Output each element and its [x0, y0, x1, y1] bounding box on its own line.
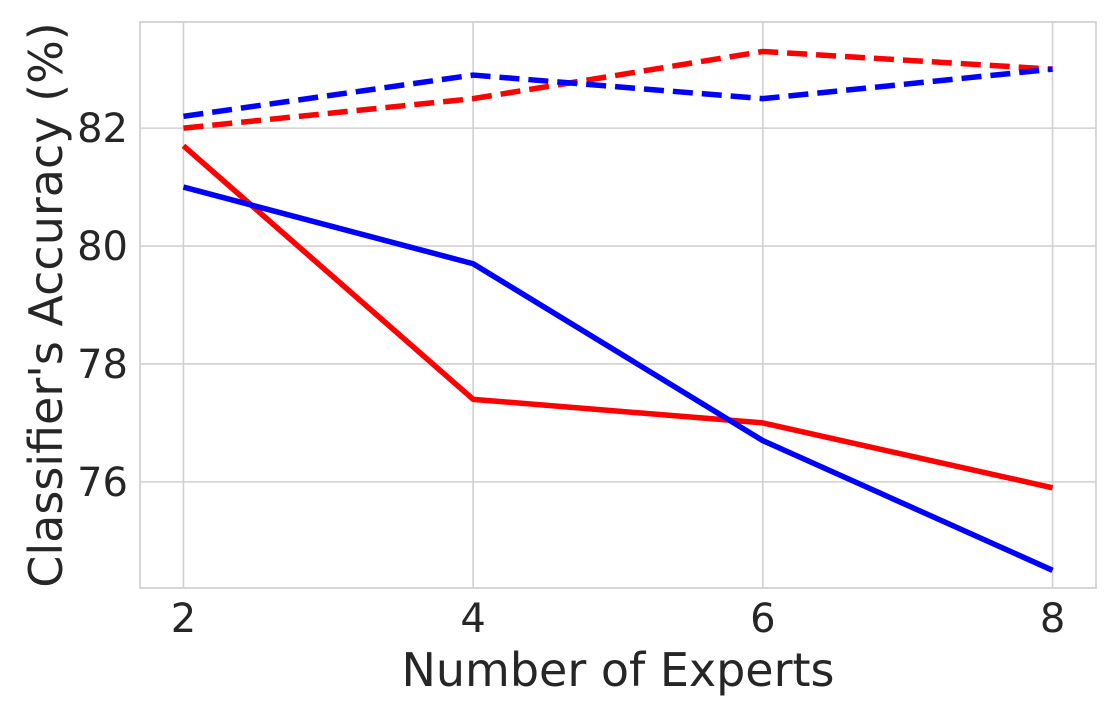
x-tick-label: 4 [460, 596, 485, 642]
x-tick-label: 8 [1040, 596, 1065, 642]
y-tick-label: 78 [77, 342, 128, 388]
x-axis-title: Number of Experts [401, 643, 834, 697]
tick-labels: 2 4 6 8 76 78 80 82 [77, 106, 1065, 642]
x-tick-label: 6 [750, 596, 775, 642]
y-tick-label: 82 [77, 106, 128, 152]
y-tick-label: 80 [77, 224, 128, 270]
y-axis-title: Classifier's Accuracy (%) [19, 22, 73, 587]
y-tick-label: 76 [77, 460, 128, 506]
series-line-1 [183, 48, 1053, 131]
series-group [181, 48, 1054, 573]
series-line-2 [183, 66, 1053, 120]
series-line-3 [181, 143, 1054, 491]
plot-area [139, 21, 1097, 589]
x-tick-label: 2 [171, 596, 196, 642]
series-line-4 [182, 184, 1054, 573]
